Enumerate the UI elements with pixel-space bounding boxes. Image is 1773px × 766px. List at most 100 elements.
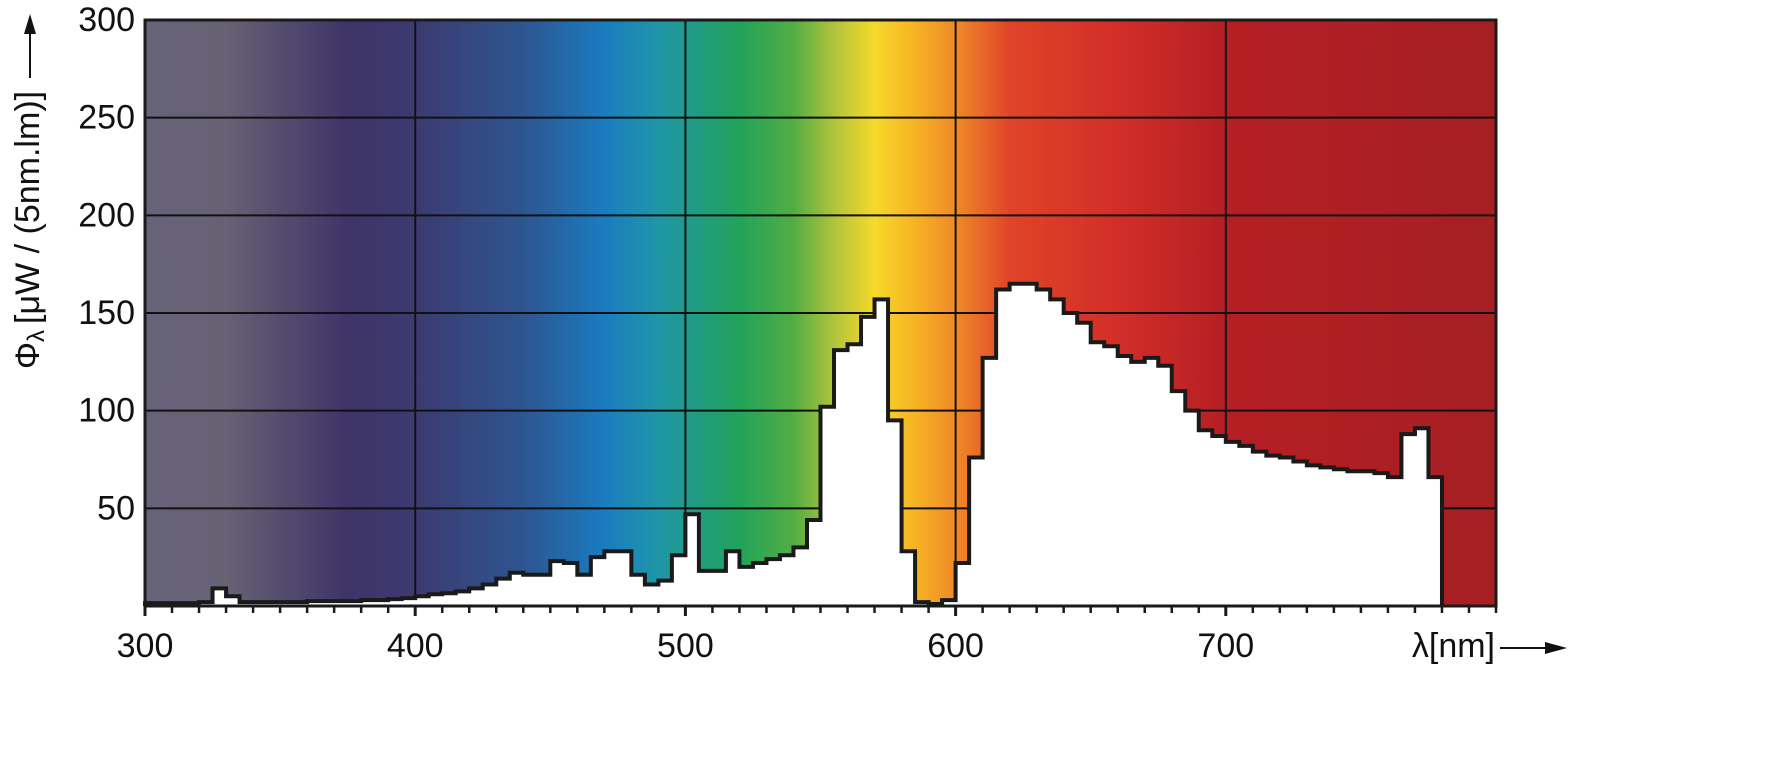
bar [806, 520, 822, 606]
bar [631, 574, 646, 606]
y-axis-label: Φλ [μW / (5nm.lm)] [9, 91, 50, 369]
bar [590, 557, 605, 606]
bar [428, 594, 443, 606]
bar [1198, 430, 1213, 606]
x-tick-label: 600 [927, 627, 984, 665]
bar [415, 596, 430, 606]
bar [1050, 299, 1065, 606]
bar [1117, 355, 1132, 606]
bar [793, 547, 808, 606]
bar [1239, 445, 1254, 606]
y-tick-label: 300 [78, 1, 135, 39]
x-tick-label: 300 [117, 627, 174, 665]
bar [888, 420, 903, 606]
y-axis-label-text: Φλ [μW / (5nm.lm)] [9, 91, 50, 369]
bar [1374, 473, 1389, 606]
bar [334, 601, 349, 606]
x-axis-label: λ[nm] [1412, 627, 1495, 665]
bar [955, 563, 970, 606]
bar [320, 601, 335, 606]
bar [779, 555, 795, 606]
bar [536, 574, 551, 606]
bar [861, 316, 876, 606]
y-label-subscript: λ [23, 330, 50, 342]
bar [725, 551, 741, 606]
bar [874, 299, 889, 606]
bar [766, 559, 781, 606]
bar [509, 572, 524, 606]
bar [1212, 436, 1227, 606]
x-axis-arrowhead [1545, 642, 1567, 654]
bar [847, 344, 862, 606]
bar [1225, 441, 1240, 606]
bar [550, 561, 565, 606]
bar [1320, 467, 1335, 606]
bar [1387, 477, 1403, 606]
bar [969, 457, 984, 606]
bar [1171, 391, 1186, 606]
bar [739, 566, 754, 606]
y-tick-label: 200 [78, 196, 135, 234]
bar [1428, 477, 1443, 606]
bar [901, 551, 916, 606]
y-tick-label: 50 [97, 489, 135, 527]
bar [1158, 365, 1173, 606]
bar [671, 555, 686, 606]
spectrum-outline [143, 281, 1444, 607]
bar [442, 593, 457, 606]
bar [1009, 283, 1024, 606]
bar [388, 599, 403, 606]
bar [644, 584, 659, 606]
bar [401, 598, 416, 606]
y-tick-label: 150 [78, 294, 135, 332]
bar [496, 578, 511, 606]
bar [1090, 342, 1105, 606]
bar [834, 350, 849, 606]
x-tick-label: 700 [1197, 627, 1254, 665]
bar [347, 601, 362, 606]
bar [820, 406, 835, 606]
x-tick-label: 500 [657, 627, 714, 665]
bar [1104, 346, 1119, 606]
y-tick-label: 100 [78, 392, 135, 430]
bar [1293, 461, 1308, 606]
bar [617, 551, 632, 606]
bar [212, 588, 227, 606]
bar [482, 584, 497, 606]
bar [712, 570, 727, 606]
bar [455, 591, 470, 606]
bar [1063, 313, 1078, 606]
bar [1131, 361, 1146, 606]
bar [685, 514, 700, 606]
bar [1414, 428, 1430, 606]
bar [1347, 471, 1362, 606]
bar [577, 574, 592, 606]
bar [1023, 283, 1038, 606]
x-tick-label: 400 [387, 627, 444, 665]
bar [1333, 469, 1348, 606]
bar [1360, 471, 1376, 606]
y-axis-arrowhead [24, 14, 36, 34]
bar [563, 563, 578, 606]
bar [658, 580, 673, 606]
bar [698, 570, 714, 606]
bar [1185, 410, 1200, 606]
y-label-symbol: Φ [9, 342, 47, 369]
y-tick-label: 250 [78, 99, 135, 137]
bar [1279, 457, 1294, 606]
bar [996, 289, 1011, 606]
bar [1036, 289, 1051, 606]
bar [1077, 322, 1092, 606]
bar [523, 574, 538, 606]
y-label-unit: [μW / (5nm.lm)] [9, 91, 47, 324]
bar [361, 600, 376, 606]
bar [226, 596, 241, 606]
bar [1266, 455, 1281, 606]
bar [752, 563, 768, 606]
bar [982, 357, 997, 606]
bar [1401, 434, 1416, 606]
bar [1252, 451, 1267, 606]
bar [374, 600, 389, 606]
bar [1306, 465, 1321, 606]
